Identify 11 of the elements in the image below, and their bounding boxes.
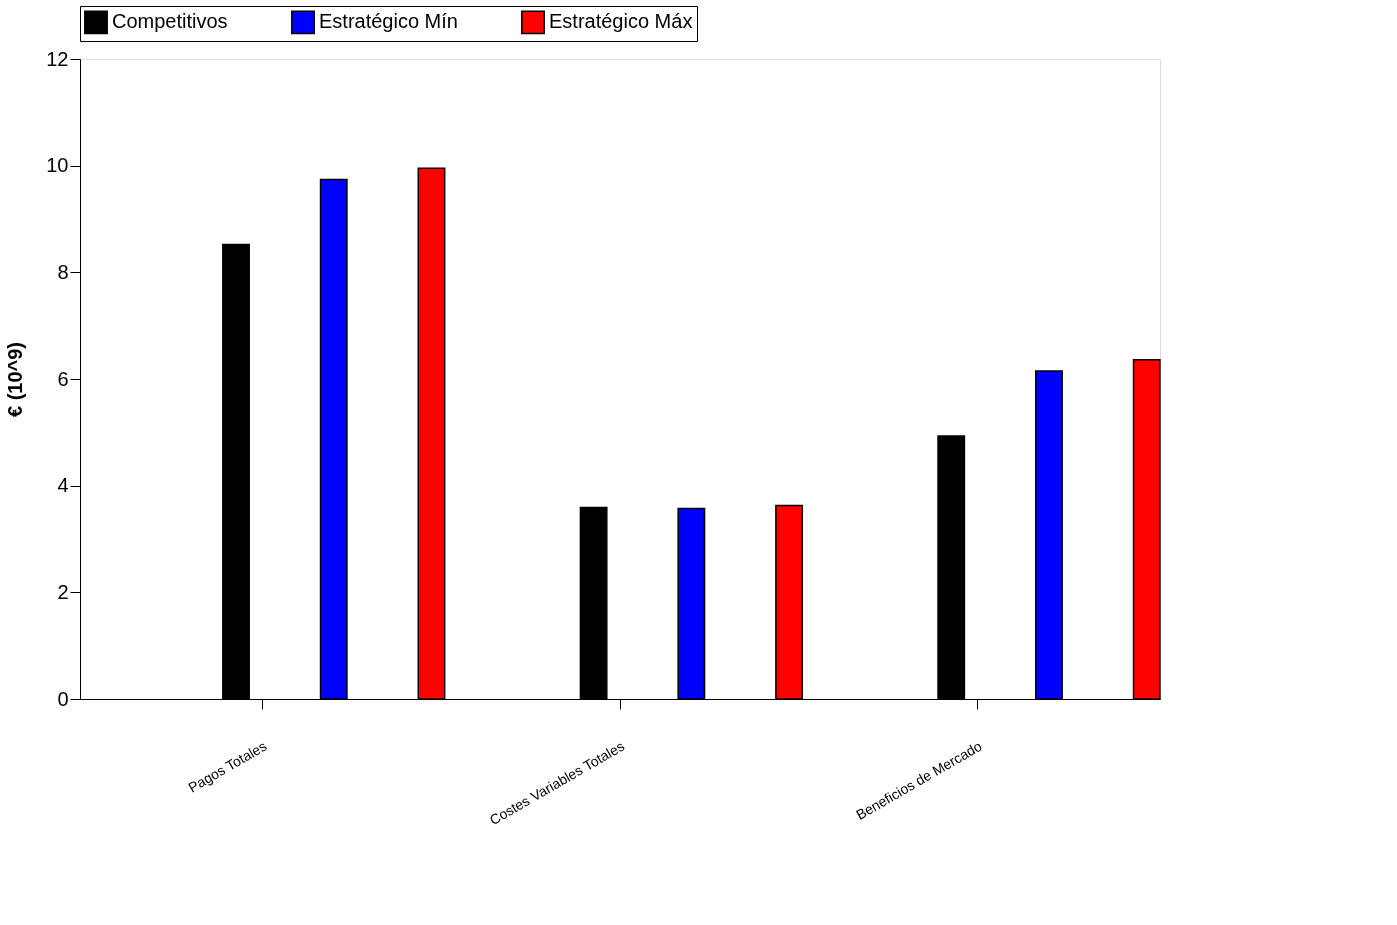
legend-label: Estratégico Máx xyxy=(549,10,693,33)
y-tick-label: 10 xyxy=(46,154,69,177)
y-axis-title: € (10^9) xyxy=(4,341,27,418)
y-tick-label: 2 xyxy=(57,580,69,603)
y-tick-label: 0 xyxy=(57,687,69,710)
y-tick-label: 8 xyxy=(57,260,69,283)
y-tick-label: 4 xyxy=(57,474,69,497)
y-tick-label: 12 xyxy=(46,47,69,70)
legend-label: Estratégico Mín xyxy=(319,10,458,33)
y-tick-label: 6 xyxy=(57,367,69,390)
legend-label: Competitivos xyxy=(112,10,228,33)
